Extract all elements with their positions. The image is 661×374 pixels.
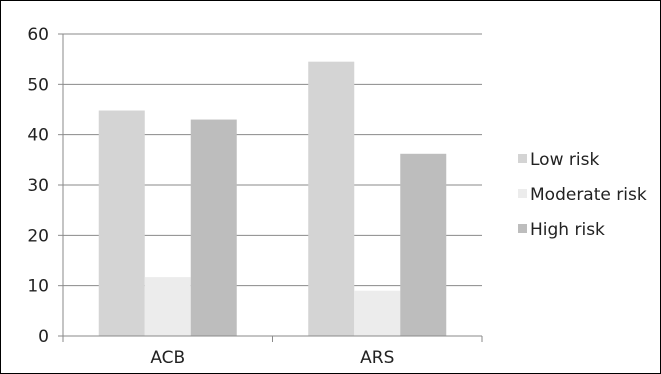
legend-item: Low risk — [518, 150, 599, 170]
legend-swatch — [518, 189, 527, 198]
x-tick-label: ARS — [360, 348, 394, 368]
legend-label: Moderate risk — [530, 185, 647, 205]
bar-moderate-risk-ars — [354, 290, 401, 336]
y-tick-label: 10 — [27, 277, 49, 297]
y-tick-label: 0 — [38, 327, 49, 347]
bar-low-risk-acb — [98, 110, 145, 336]
bar-high-risk-acb — [190, 119, 237, 336]
y-tick-label: 50 — [27, 75, 49, 95]
x-tick-label: ACB — [150, 348, 185, 368]
legend-swatch — [518, 154, 527, 163]
bar-high-risk-ars — [400, 153, 447, 336]
bar-moderate-risk-acb — [144, 277, 191, 336]
legend-item: Moderate risk — [518, 185, 647, 205]
y-tick-label: 30 — [27, 176, 49, 196]
y-tick-label: 60 — [27, 25, 49, 45]
legend-swatch — [518, 224, 527, 233]
y-tick-label: 40 — [27, 126, 49, 146]
legend-label: Low risk — [530, 150, 599, 170]
y-axis-ticks: 0 10 20 30 40 50 60 — [27, 25, 63, 347]
bar-low-risk-ars — [308, 61, 355, 336]
legend-label: High risk — [530, 220, 605, 240]
bars — [98, 61, 447, 336]
legend-item: High risk — [518, 220, 605, 240]
x-axis-ticks: ACB ARS — [62, 336, 483, 368]
y-tick-label: 20 — [27, 226, 49, 246]
legend: Low risk Moderate risk High risk — [518, 150, 647, 240]
